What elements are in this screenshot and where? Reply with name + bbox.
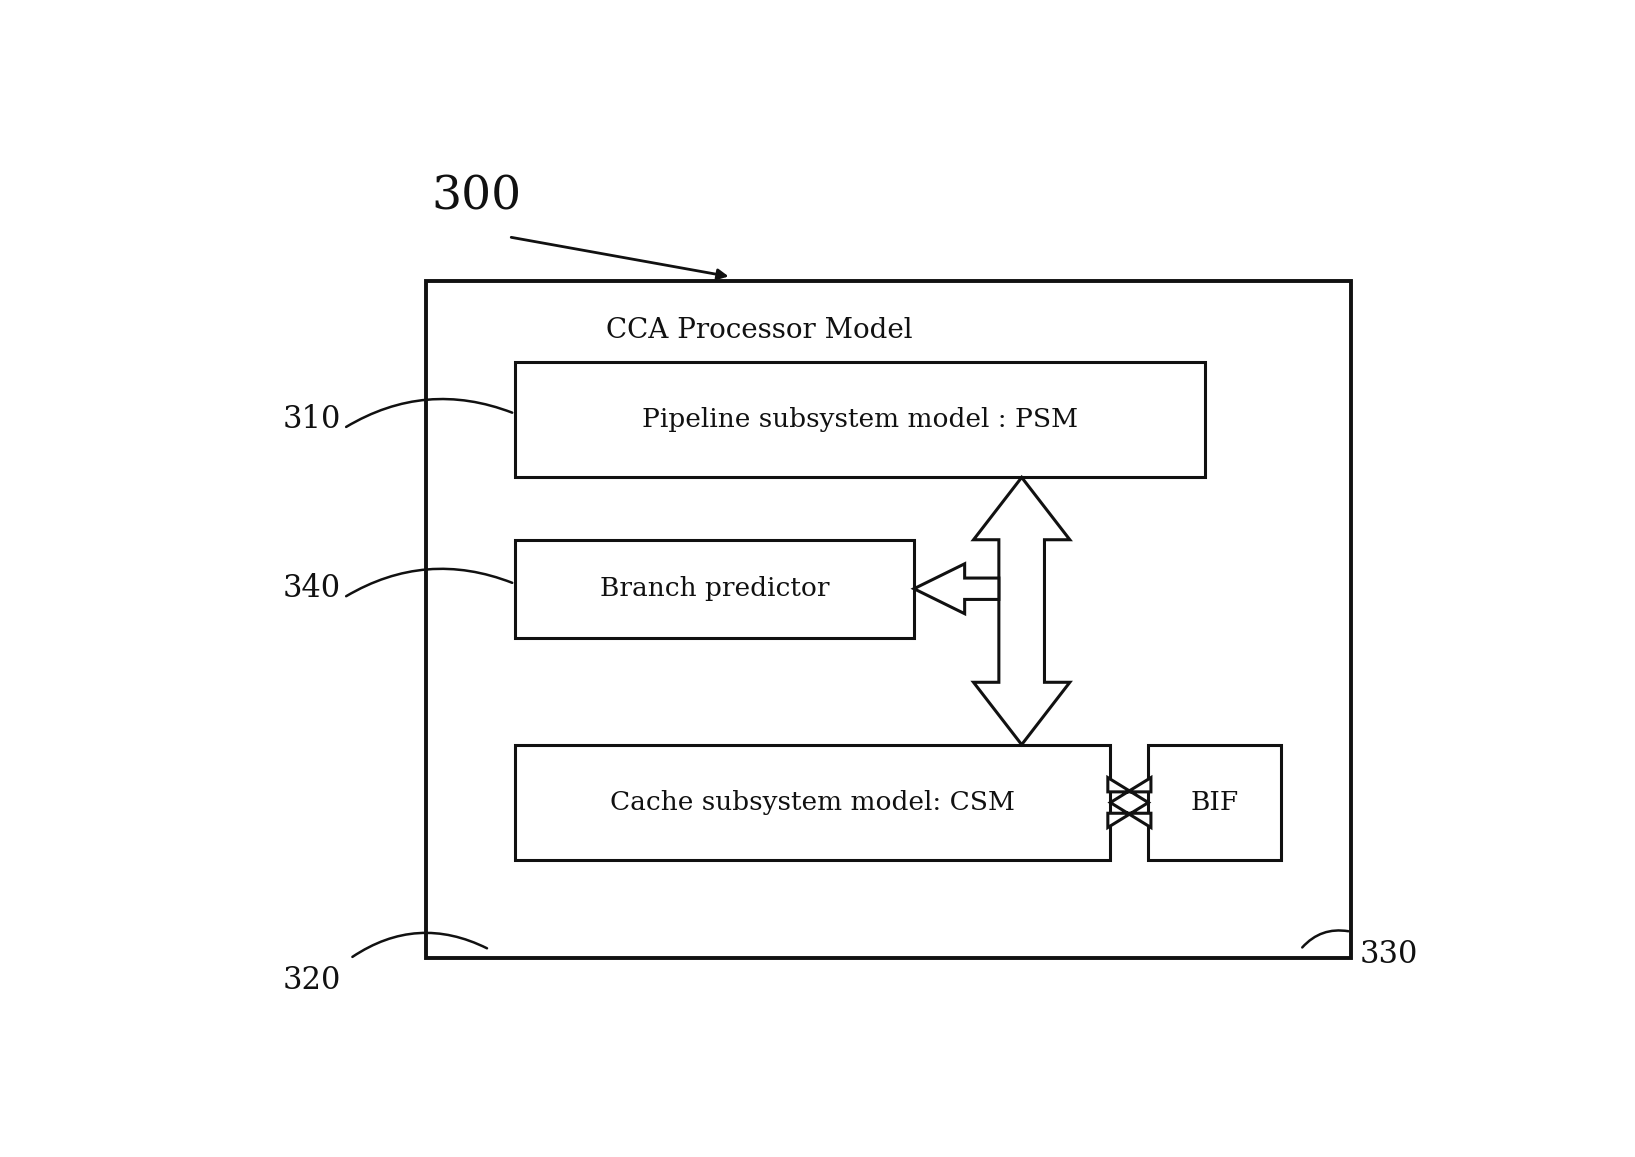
Text: 330: 330 (1360, 938, 1418, 970)
Bar (427, 281, 1351, 958)
Text: 300: 300 (432, 174, 522, 220)
Text: Cache subsystem model: CSM: Cache subsystem model: CSM (610, 790, 1015, 815)
Text: 310: 310 (283, 404, 342, 435)
Text: CCA Processor Model: CCA Processor Model (607, 317, 912, 344)
Polygon shape (914, 563, 999, 613)
Polygon shape (1109, 778, 1151, 827)
Polygon shape (973, 478, 1069, 745)
Bar (515, 745, 1110, 861)
Bar (515, 539, 914, 638)
Bar (1148, 745, 1282, 861)
Text: 320: 320 (283, 965, 342, 996)
Text: BIF: BIF (1190, 790, 1239, 815)
Text: Pipeline subsystem model : PSM: Pipeline subsystem model : PSM (643, 407, 1077, 432)
Text: 340: 340 (283, 573, 342, 604)
Text: Branch predictor: Branch predictor (600, 576, 829, 602)
Bar (515, 361, 1205, 478)
